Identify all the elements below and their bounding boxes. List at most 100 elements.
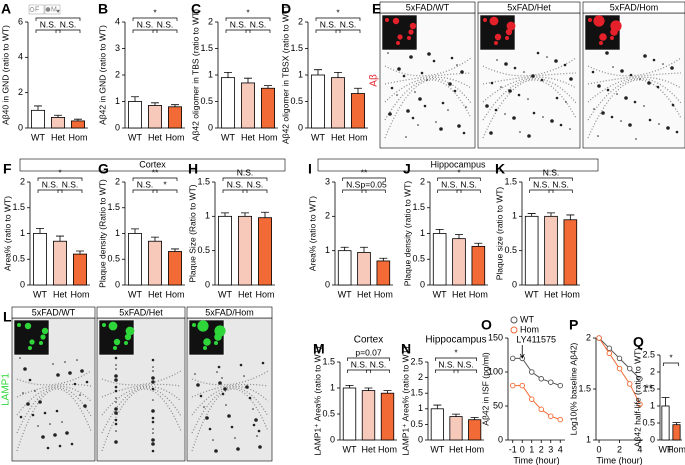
bar <box>452 238 466 286</box>
y-axis-label: Aβ42 half-life (ratio to WT) <box>632 348 642 448</box>
tissue-layer <box>101 385 182 416</box>
bar <box>430 408 444 441</box>
y-axis-label: Log10(% baseline Aβ42) <box>568 342 578 435</box>
y-tick-label: 0.5 <box>410 419 423 429</box>
inset-signal <box>396 41 400 45</box>
significance-bracket <box>225 17 271 21</box>
plaque <box>70 442 74 446</box>
plaque <box>256 435 258 437</box>
x-tick-label: WT <box>31 132 45 142</box>
plaque <box>652 58 656 62</box>
error-bar <box>340 246 349 251</box>
bar <box>257 217 272 286</box>
plaque <box>423 104 427 108</box>
plaque <box>593 108 595 110</box>
plaque <box>65 431 69 435</box>
x-axis-label: Time (hour) <box>596 455 642 465</box>
inset-signal <box>39 341 43 345</box>
plaque <box>643 105 645 107</box>
error-bar <box>379 257 388 261</box>
data-point <box>538 406 545 413</box>
data-point <box>637 401 643 408</box>
plaque <box>523 71 525 73</box>
plaque <box>639 78 641 80</box>
significance-label: N.S. <box>60 19 77 29</box>
plaque <box>151 438 155 442</box>
y-axis-label: Plaque density (Ratio to WT) <box>97 179 107 288</box>
data-point <box>529 396 535 402</box>
x-tick-label: WT <box>338 289 352 299</box>
bar <box>240 82 255 129</box>
plaque <box>114 407 118 411</box>
plaque <box>252 423 256 427</box>
bar <box>330 77 345 129</box>
y-tick-label: 0 <box>18 122 23 132</box>
plaque <box>114 356 118 360</box>
error-bar <box>171 104 179 107</box>
significance-bracket <box>225 29 251 33</box>
plaque <box>115 430 117 432</box>
significance-bracket <box>366 369 390 373</box>
plaque <box>457 124 461 128</box>
plaque <box>656 85 660 89</box>
legend-box <box>28 4 45 15</box>
error-bar <box>433 404 442 409</box>
plaque <box>115 397 117 399</box>
bar <box>310 74 325 129</box>
x-tick-label: 4 <box>637 444 642 454</box>
bar <box>127 101 142 129</box>
error-bar <box>364 387 373 391</box>
bar <box>33 233 48 286</box>
significance-label: N.S. <box>250 19 267 29</box>
x-tick-label: 1 <box>529 444 534 454</box>
significance-label: N.S. <box>137 19 154 29</box>
legend-label: Hom <box>520 324 539 334</box>
significance-label: N.S. <box>157 19 174 29</box>
plaque <box>426 79 428 81</box>
plaque <box>61 421 63 423</box>
plaque <box>536 51 540 55</box>
image-title: 5xFAD/WT <box>32 307 76 317</box>
error-bar <box>474 242 483 247</box>
significance-bracket <box>35 29 61 33</box>
plaque <box>243 375 245 377</box>
y-tick-label: 1 <box>418 403 423 413</box>
tissue-layer <box>191 383 269 398</box>
inset-signal <box>28 346 32 350</box>
x-tick-label: Het <box>331 132 346 142</box>
plaque <box>23 367 27 371</box>
plaque <box>49 423 51 425</box>
significance-bracket <box>335 29 361 33</box>
y-tick-label: 1.5 <box>290 43 303 53</box>
significance-bracket <box>222 189 248 193</box>
y-tick-label: 1 <box>20 228 25 238</box>
inset-signal <box>505 36 509 40</box>
channel-label: Aβ <box>369 74 380 87</box>
y-tick-label: 2 <box>18 87 23 97</box>
tissue-layer <box>16 385 92 416</box>
y-tick-label: 2 <box>420 176 425 186</box>
tissue-layer <box>384 57 472 77</box>
y-axis-label: Aβ42 in ISF (pg/ml) <box>480 352 490 426</box>
plaque <box>435 121 437 123</box>
image-title: 5xFAD/Het <box>507 2 551 12</box>
plaque <box>239 363 243 367</box>
panel-letter: I <box>308 161 312 177</box>
inset-signal <box>385 18 389 22</box>
significance-bracket <box>529 189 554 193</box>
significance-label: N.S. <box>230 19 247 29</box>
data-point <box>548 379 554 385</box>
inset-signal <box>505 28 513 36</box>
y-tick-label: 1 <box>325 245 330 255</box>
panel-letter: Q <box>633 334 644 350</box>
plaque <box>635 138 637 140</box>
error-bar <box>527 213 536 217</box>
annotation: LY411575 <box>516 334 556 344</box>
plaque <box>462 131 466 135</box>
plaque <box>114 440 118 444</box>
plaque <box>257 429 261 433</box>
inset-signal <box>408 29 414 35</box>
panel-letter: C <box>191 1 201 17</box>
significance-bracket <box>152 189 178 193</box>
tissue-layer <box>101 387 182 434</box>
